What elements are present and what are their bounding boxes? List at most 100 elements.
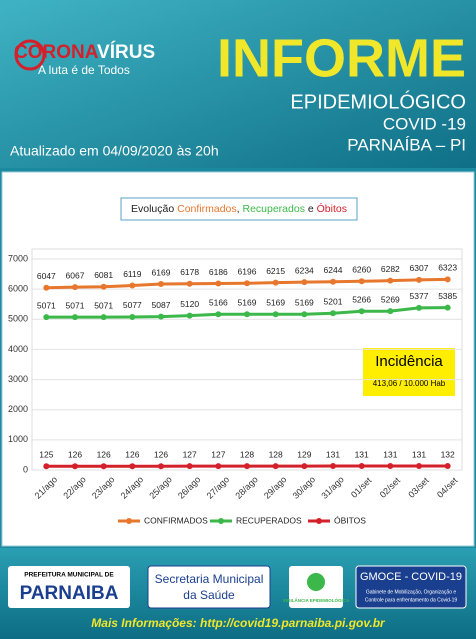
point xyxy=(100,283,107,290)
point xyxy=(272,463,279,470)
chart-title: Evolução Confirmados, Recuperados e Óbit… xyxy=(131,202,347,215)
legend-label: RECUPERADOS xyxy=(236,515,302,525)
vigilancia-icon xyxy=(307,573,325,591)
y-tick-label: 1000 xyxy=(8,434,28,444)
point xyxy=(215,463,222,470)
data-label: 129 xyxy=(297,449,311,459)
data-label: 6244 xyxy=(324,265,343,275)
point xyxy=(387,308,394,315)
title-part: e xyxy=(305,203,317,215)
point xyxy=(416,463,422,470)
data-label: 5071 xyxy=(66,300,85,310)
data-label: 6178 xyxy=(180,267,199,277)
url: http://covid19.parnaiba.pi.gov.br xyxy=(200,616,386,630)
data-label: 125 xyxy=(39,449,53,459)
data-label: 126 xyxy=(68,449,82,459)
secretaria-box xyxy=(147,565,271,609)
y-tick-label: 7000 xyxy=(8,253,28,263)
point xyxy=(186,312,193,319)
point xyxy=(416,276,422,283)
point xyxy=(215,311,222,318)
data-label: 6196 xyxy=(238,266,257,276)
point xyxy=(358,278,365,285)
point xyxy=(129,313,136,320)
data-label: 6169 xyxy=(152,267,171,277)
title-part: Evolução xyxy=(131,203,177,215)
data-label: 6282 xyxy=(381,264,400,274)
point xyxy=(72,463,78,470)
data-label: 5087 xyxy=(152,300,171,310)
vigilancia: VIGILÂNCIA EPIDEMIOLÓGICA xyxy=(283,596,350,603)
data-label: 126 xyxy=(154,449,168,459)
point xyxy=(244,280,250,287)
data-label: 6047 xyxy=(37,271,56,281)
y-tick-label: 6000 xyxy=(8,284,28,294)
gabinete-line: Controle para enfrentamento da Covid-19 xyxy=(365,597,457,603)
point xyxy=(215,280,222,287)
brand-white: VÍRUS xyxy=(97,41,155,63)
brand: CORONAVÍRUS xyxy=(14,41,155,63)
point xyxy=(43,314,50,321)
data-label: 5385 xyxy=(438,291,457,301)
header-bg xyxy=(0,0,476,168)
data-label: 6234 xyxy=(295,265,314,275)
point xyxy=(72,284,78,291)
secretaria-line: da Saúde xyxy=(183,588,235,602)
data-label: 5077 xyxy=(123,300,142,310)
y-tick-label: 5000 xyxy=(8,314,28,324)
data-label: 6323 xyxy=(438,263,457,273)
legend-marker xyxy=(126,518,132,524)
legend-label: CONFIRMADOS xyxy=(144,515,208,525)
point xyxy=(158,463,164,470)
gmoce-box xyxy=(355,565,467,609)
point xyxy=(186,280,193,287)
legend-marker xyxy=(218,518,224,524)
y-tick-label: 3000 xyxy=(8,374,28,384)
point xyxy=(358,308,365,315)
data-label: 5120 xyxy=(180,299,199,309)
data-label: 126 xyxy=(125,449,139,459)
info-label: Mais Informações: xyxy=(91,616,196,630)
parnaiba: PARNAIBA xyxy=(20,583,119,604)
data-label: 6260 xyxy=(352,265,371,275)
point xyxy=(272,279,279,286)
annotation-text: 413,06 / 10.000 Hab xyxy=(373,379,446,388)
point xyxy=(330,463,336,470)
chart-title-box xyxy=(120,197,358,221)
data-label: 5269 xyxy=(381,294,400,304)
data-label: 128 xyxy=(240,449,254,459)
point xyxy=(43,463,50,470)
data-label: 6307 xyxy=(410,263,429,273)
point xyxy=(158,313,164,320)
data-label: 132 xyxy=(441,449,455,459)
brand-red: CORONA xyxy=(14,42,99,63)
data-label: 5169 xyxy=(266,297,285,307)
y-tick-label: 0 xyxy=(23,464,28,474)
point xyxy=(158,281,164,288)
slogan: A luta é de Todos xyxy=(38,63,130,77)
title-part: Recuperados xyxy=(242,203,304,215)
annotation-title: Incidência xyxy=(375,353,443,370)
point xyxy=(244,311,250,318)
point xyxy=(358,463,365,470)
virus-icon xyxy=(14,39,46,71)
point xyxy=(72,314,78,321)
data-label: 6067 xyxy=(66,270,85,280)
point xyxy=(272,311,279,318)
subtitle: EPIDEMIOLÓGICO xyxy=(290,90,466,113)
data-label: 131 xyxy=(383,449,397,459)
data-label: 131 xyxy=(326,449,340,459)
y-tick-label: 2000 xyxy=(8,404,28,414)
title-part: , xyxy=(237,203,243,215)
point xyxy=(244,463,250,470)
point xyxy=(129,282,136,289)
data-label: 126 xyxy=(97,449,111,459)
data-label: 5266 xyxy=(352,295,371,305)
data-label: 131 xyxy=(355,449,369,459)
prefeitura-logo xyxy=(8,566,130,608)
data-label: 5166 xyxy=(209,298,228,308)
title: INFORME xyxy=(217,28,466,88)
gmoce: GMOCE - COVID-19 xyxy=(360,571,462,583)
legend-marker xyxy=(316,518,322,524)
